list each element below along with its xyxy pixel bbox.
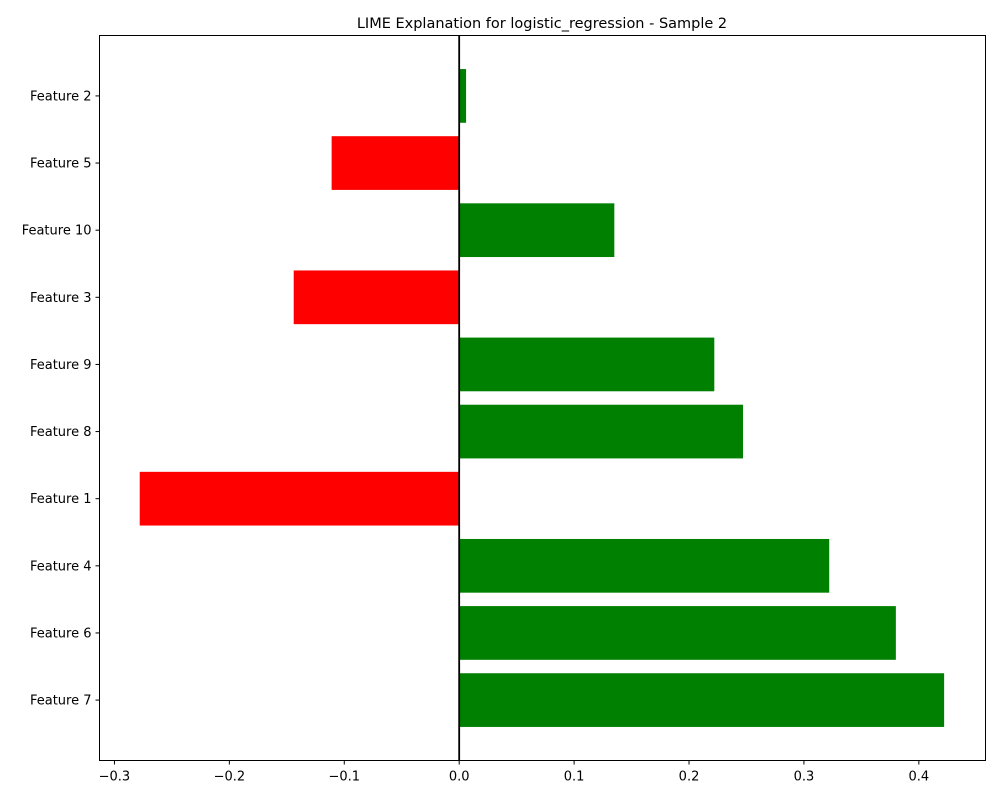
bar-feature-8 [459,404,744,459]
bar-feature-3 [293,270,460,325]
bar-feature-6 [459,606,896,660]
y-tick-label: Feature 8 [30,425,92,440]
x-tick-label: 0.4 [909,770,930,785]
bar-feature-10 [459,203,615,258]
y-tick-label: Feature 5 [30,157,92,172]
x-tick-label: −0.2 [214,770,246,785]
x-tick-label: −0.1 [328,770,360,785]
y-tick-label: Feature 6 [30,626,92,641]
chart-title: LIME Explanation for logistic_regression… [357,16,727,32]
y-tick-label: Feature 10 [22,224,92,239]
y-axis-ticks: Feature 7 Feature 6 Feature 4 Feature 1 Feat… [22,89,100,709]
x-tick-label: 0.2 [679,770,700,785]
y-tick-label: Feature 1 [30,492,92,507]
bars-layer [139,69,945,727]
bar-feature-5 [331,136,460,190]
bar-feature-7 [459,673,945,727]
x-axis-ticks: −0.3 −0.2 −0.1 0.0 0.1 0.2 0.3 0.4 [99,760,930,785]
y-tick-label: Feature 4 [30,559,92,574]
y-tick-label: Feature 7 [30,694,92,709]
y-tick-label: Feature 3 [30,291,92,306]
x-tick-label: 0.0 [449,770,470,785]
y-tick-label: Feature 9 [30,358,92,373]
bar-feature-9 [459,337,715,392]
y-tick-label: Feature 2 [30,89,92,104]
bar-feature-1 [139,471,460,526]
bar-feature-4 [459,538,830,593]
plot-frame [99,35,986,761]
x-tick-label: −0.3 [99,770,131,785]
x-tick-label: 0.3 [794,770,815,785]
bar-feature-2 [459,69,467,123]
x-tick-label: 0.1 [564,770,585,785]
